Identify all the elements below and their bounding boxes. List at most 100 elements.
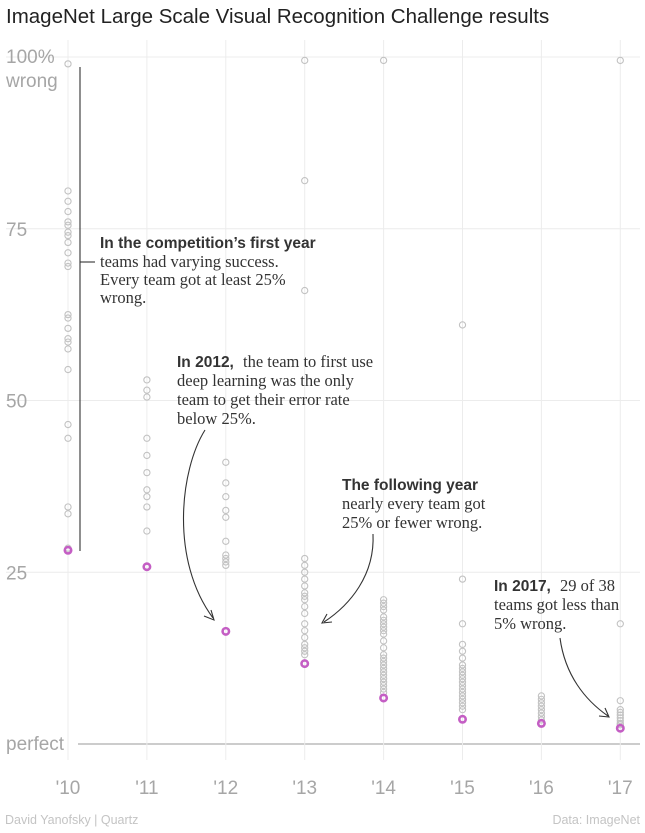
winner-point bbox=[142, 562, 152, 572]
y-tick-label-unit: wrong bbox=[5, 71, 58, 92]
team-point bbox=[64, 345, 72, 353]
footer-source: Data: ImageNet bbox=[552, 813, 640, 827]
team-point bbox=[143, 451, 151, 460]
team-point bbox=[379, 685, 388, 693]
winner-point bbox=[536, 718, 546, 728]
team-point bbox=[301, 56, 309, 65]
annotation-following-year-line: 25% or fewer wrong. bbox=[342, 513, 482, 532]
team-point bbox=[458, 668, 467, 676]
team-point bbox=[379, 675, 388, 683]
annotation-first-year-line: Every team got at least 25% bbox=[100, 270, 286, 289]
team-point bbox=[537, 692, 546, 700]
team-point bbox=[379, 671, 388, 679]
team-point bbox=[301, 561, 309, 570]
team-point bbox=[143, 503, 151, 511]
team-point bbox=[64, 238, 72, 247]
team-point bbox=[537, 709, 546, 717]
annotation-first-year: In the competition’s first year teams ha… bbox=[100, 233, 320, 307]
team-point bbox=[616, 56, 624, 65]
x-tick-label: '15 bbox=[450, 778, 475, 799]
x-tick-label: '17 bbox=[608, 778, 633, 799]
team-point bbox=[379, 657, 388, 666]
team-point bbox=[301, 609, 309, 618]
annotation-2012-line: below 25%. bbox=[177, 409, 256, 428]
team-point bbox=[458, 647, 467, 655]
chart-title: ImageNet Large Scale Visual Recognition … bbox=[6, 5, 549, 28]
annotation-following-year-heading: The following year bbox=[342, 477, 478, 494]
team-point bbox=[379, 623, 388, 631]
team-point bbox=[379, 620, 388, 628]
team-point bbox=[64, 324, 72, 333]
team-point bbox=[64, 221, 72, 229]
team-point bbox=[64, 420, 72, 429]
x-tick-label: '11 bbox=[135, 778, 158, 799]
annotation-following-year-arrowhead bbox=[321, 613, 333, 624]
annotation-2017-line: teams got less than bbox=[494, 595, 619, 614]
annotation-2012-arrow bbox=[183, 429, 214, 619]
team-point bbox=[458, 699, 467, 707]
team-point bbox=[222, 554, 230, 563]
team-point bbox=[222, 493, 230, 501]
team-point bbox=[537, 695, 546, 703]
team-point bbox=[379, 637, 388, 645]
team-point bbox=[458, 678, 467, 686]
winner-point bbox=[615, 723, 625, 733]
team-point bbox=[301, 651, 309, 659]
team-point bbox=[379, 661, 388, 669]
team-point bbox=[301, 633, 309, 642]
team-point bbox=[301, 620, 309, 628]
team-point bbox=[616, 697, 624, 705]
annotation-2012: In 2012, the team to first use deep lear… bbox=[177, 352, 377, 428]
team-point bbox=[64, 338, 72, 346]
x-tick-label: '13 bbox=[292, 778, 317, 799]
team-point bbox=[143, 468, 151, 477]
annotation-2017-line: 29 of 38 bbox=[560, 576, 615, 595]
team-point bbox=[143, 386, 151, 394]
team-point bbox=[458, 664, 467, 673]
team-point bbox=[222, 551, 230, 559]
team-point bbox=[458, 692, 467, 700]
annotation-2017-arrowhead bbox=[598, 707, 610, 718]
annotation-first-year-line: wrong. bbox=[100, 288, 146, 307]
annotation-following-year-arrow bbox=[323, 533, 374, 623]
team-point bbox=[64, 335, 72, 343]
x-tick-label: '10 bbox=[56, 778, 81, 799]
team-point bbox=[379, 606, 388, 614]
annotation-2017-arrow bbox=[559, 637, 609, 717]
team-point bbox=[616, 721, 624, 729]
team-point bbox=[379, 613, 388, 621]
annotation-2017-heading: In 2017, bbox=[494, 578, 551, 595]
team-point bbox=[64, 365, 72, 374]
team-point bbox=[379, 616, 388, 624]
team-point bbox=[379, 681, 388, 690]
team-point bbox=[379, 599, 388, 607]
team-point bbox=[301, 626, 309, 635]
team-point bbox=[64, 187, 72, 195]
team-point bbox=[458, 620, 467, 628]
team-point bbox=[301, 647, 309, 655]
team-point bbox=[379, 602, 388, 611]
team-point bbox=[301, 582, 309, 590]
winner-point bbox=[457, 714, 467, 724]
team-point bbox=[222, 458, 230, 466]
team-point bbox=[64, 197, 72, 205]
team-point bbox=[379, 678, 388, 686]
team-point bbox=[458, 688, 467, 697]
team-point bbox=[458, 321, 467, 329]
team-point bbox=[616, 714, 624, 722]
team-point bbox=[143, 493, 151, 501]
team-point bbox=[222, 506, 230, 515]
team-point bbox=[64, 207, 72, 216]
team-point bbox=[379, 630, 388, 638]
team-point bbox=[301, 575, 309, 583]
team-point bbox=[64, 228, 72, 236]
tick-layer: 100% wrong 75 50 25 perfect '10 '11 '12 '13 '14 '15… bbox=[5, 47, 633, 799]
point-layer bbox=[63, 56, 625, 733]
winner-point bbox=[221, 626, 231, 636]
team-point bbox=[458, 661, 467, 669]
y-tick-label: perfect bbox=[6, 734, 65, 755]
annotation-first-year-line: teams had varying success. bbox=[100, 252, 279, 271]
annotation-2017-line: 5% wrong. bbox=[494, 614, 566, 633]
team-point bbox=[143, 527, 151, 535]
